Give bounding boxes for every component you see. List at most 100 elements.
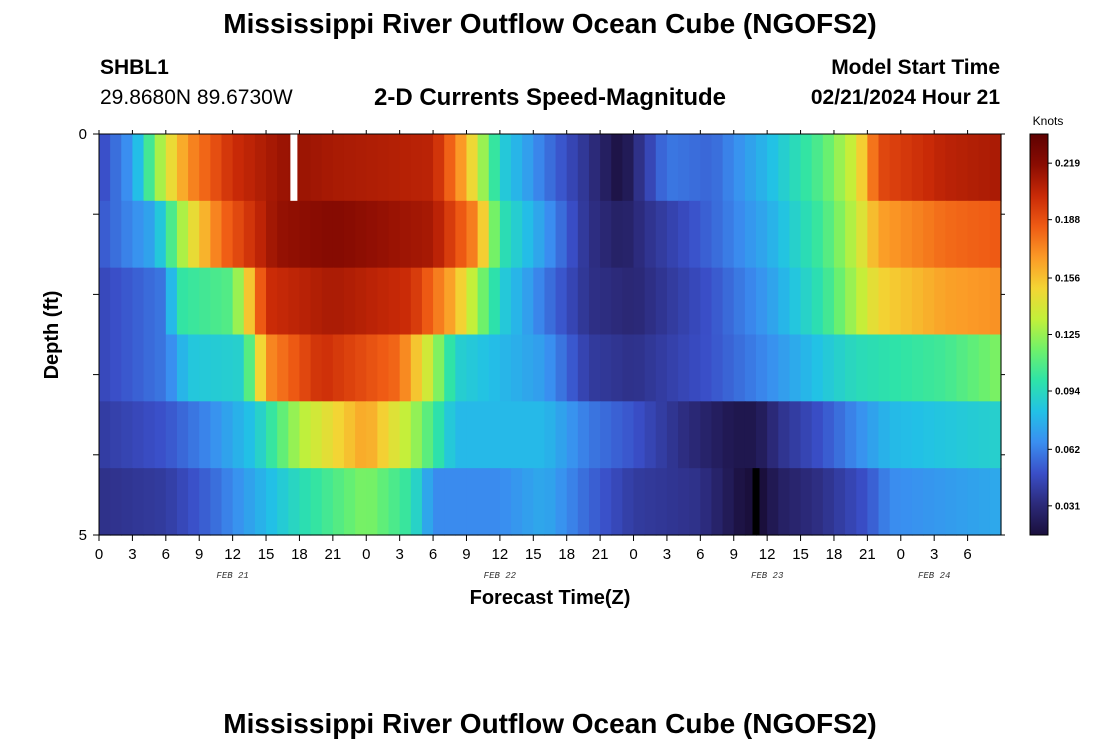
- x-tick-label: 3: [128, 546, 136, 563]
- x-tick-label: 9: [195, 546, 203, 563]
- x-tick-label: 12: [759, 546, 776, 563]
- colorbar-ticks: 0.031 0.062 0.094 0.125 0.156 0.188 0.219: [1048, 159, 1080, 512]
- heatmap-cell: [588, 334, 601, 402]
- heatmap-cell: [254, 401, 267, 469]
- heatmap-cell: [722, 468, 735, 536]
- heatmap-cell: [421, 200, 434, 269]
- heatmap-cell: [945, 267, 958, 336]
- heatmap-cell: [343, 468, 356, 536]
- heatmap-cell: [678, 200, 690, 269]
- colorbar-tick-label: 0.156: [1055, 273, 1080, 284]
- heatmap-cell: [243, 200, 256, 269]
- heatmap-cell: [511, 267, 523, 336]
- heatmap-cell: [99, 200, 111, 269]
- heatmap-cell: [366, 134, 378, 202]
- heatmap-cell: [110, 334, 122, 402]
- heatmap-cell: [121, 334, 134, 402]
- heatmap-cell: [934, 468, 946, 536]
- heatmap-cell: [733, 134, 746, 202]
- heatmap-cell: [210, 401, 223, 469]
- heatmap-cell: [767, 134, 779, 202]
- heatmap-cell: [588, 200, 601, 269]
- heatmap-cell: [622, 134, 635, 202]
- heatmap-cell: [833, 200, 846, 269]
- heatmap-cell: [600, 267, 612, 336]
- heatmap-cell: [221, 334, 234, 402]
- heatmap-cell: [266, 401, 278, 469]
- heatmap-cell: [845, 267, 857, 336]
- heatmap-cell: [833, 401, 846, 469]
- x-axis-title: Forecast Time(Z): [470, 587, 631, 609]
- x-tick-label: 3: [663, 546, 671, 563]
- heatmap-cell: [989, 200, 1002, 269]
- heatmap-cell: [611, 134, 623, 202]
- heatmap-cell: [911, 134, 924, 202]
- heatmap-cell: [756, 200, 768, 269]
- heatmap-chart: 0 3 6 9 12 15 18 21 0 3 6 9 12 15 18 21 0 3 6 9 12 15 18 21 0 3 6 F…: [41, 114, 1080, 609]
- heatmap-cell: [154, 134, 167, 202]
- heatmap-cell: [99, 334, 111, 402]
- heatmap-cell: [767, 267, 779, 336]
- heatmap-cell: [733, 267, 746, 336]
- heatmap-cell: [611, 200, 623, 269]
- heatmap-cell: [321, 134, 334, 202]
- heatmap-cell: [310, 334, 323, 402]
- heatmap-cell: [611, 334, 623, 402]
- heatmap-cell: [544, 401, 557, 469]
- heatmap-cell: [689, 468, 701, 536]
- heatmap-cell: [689, 134, 701, 202]
- heatmap-cell: [266, 334, 278, 402]
- heatmap-cell: [466, 468, 479, 536]
- heatmap-cell: [299, 468, 312, 536]
- heatmap-cell: [544, 134, 557, 202]
- heatmap-cell: [188, 334, 200, 402]
- heatmap-cell: [767, 401, 779, 469]
- heatmap-cell: [867, 468, 880, 536]
- heatmap-cell: [221, 401, 234, 469]
- heatmap-cell: [833, 267, 846, 336]
- x-tick-label: 18: [558, 546, 575, 563]
- heatmap-cell: [199, 468, 211, 536]
- heatmap-cell: [488, 200, 501, 269]
- heatmap-cell: [945, 134, 958, 202]
- heatmap-cell: [199, 200, 211, 269]
- heatmap-cell: [433, 134, 445, 202]
- heatmap-cell: [778, 134, 791, 202]
- heatmap-cell: [254, 468, 267, 536]
- heatmap-cell: [644, 134, 657, 202]
- x-tick-label: 15: [258, 546, 275, 563]
- heatmap-cell: [967, 401, 980, 469]
- station-id: SHBL1: [100, 56, 169, 79]
- heatmap-cell: [833, 334, 846, 402]
- heatmap-cell: [254, 134, 267, 202]
- heatmap-cell: [176, 200, 189, 269]
- heatmap-cell: [176, 334, 189, 402]
- heatmap-cell: [811, 334, 824, 402]
- heatmap-cell: [822, 200, 835, 269]
- heatmap-cell: [433, 334, 445, 402]
- heatmap-cell: [410, 134, 423, 202]
- heatmap-cell: [655, 267, 668, 336]
- heatmap-cell: [978, 401, 991, 469]
- model-start-label: Model Start Time: [831, 56, 1000, 79]
- heatmap-cell: [678, 134, 690, 202]
- heatmap-cell: [533, 134, 546, 202]
- heatmap-cell: [945, 401, 958, 469]
- heatmap-cell: [455, 267, 468, 336]
- heatmap-cell: [154, 468, 167, 536]
- heatmap-cell: [332, 267, 345, 336]
- y-tick-label: 0: [79, 126, 87, 143]
- heatmap-cell: [811, 468, 824, 536]
- heatmap-cell: [477, 200, 490, 269]
- heatmap-cell: [778, 267, 791, 336]
- heatmap-cell: [343, 401, 356, 469]
- heatmap-cell: [310, 267, 323, 336]
- heatmap-cell: [277, 401, 289, 469]
- heatmap-cell: [789, 334, 802, 402]
- heatmap-cell: [566, 200, 579, 269]
- heatmap-cell: [600, 401, 612, 469]
- heatmap-cell: [800, 334, 813, 402]
- y-tick-label: 5: [79, 527, 87, 544]
- heatmap-cell: [633, 401, 646, 469]
- heatmap-cell: [978, 134, 991, 202]
